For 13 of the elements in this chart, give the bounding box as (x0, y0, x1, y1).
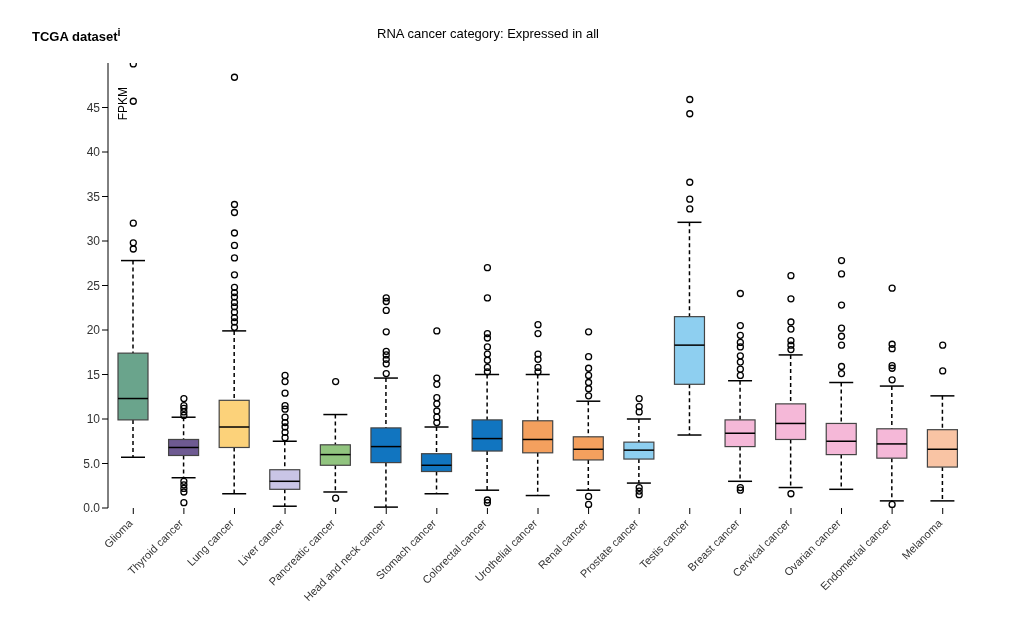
y-tick-label: 5.0 (83, 456, 101, 471)
y-tick-label: 40 (86, 145, 101, 160)
y-tick-label: 35 (86, 189, 101, 204)
y-tick-label: 25 (86, 278, 101, 293)
y-tick-label: 45 (86, 100, 101, 115)
chart-title: TCGA dataset$^{i}$ (32, 26, 121, 45)
y-axis-title: FPKM (115, 87, 130, 121)
y-tick-label: 30 (86, 234, 101, 249)
y-tick-label: 20 (86, 323, 101, 338)
y-tick-label: 0.0 (83, 501, 101, 516)
chart-subtitle: RNA cancer category: Expressed in all (376, 26, 600, 41)
y-tick-label: 10 (86, 412, 101, 427)
y-tick-label: 15 (86, 367, 101, 382)
